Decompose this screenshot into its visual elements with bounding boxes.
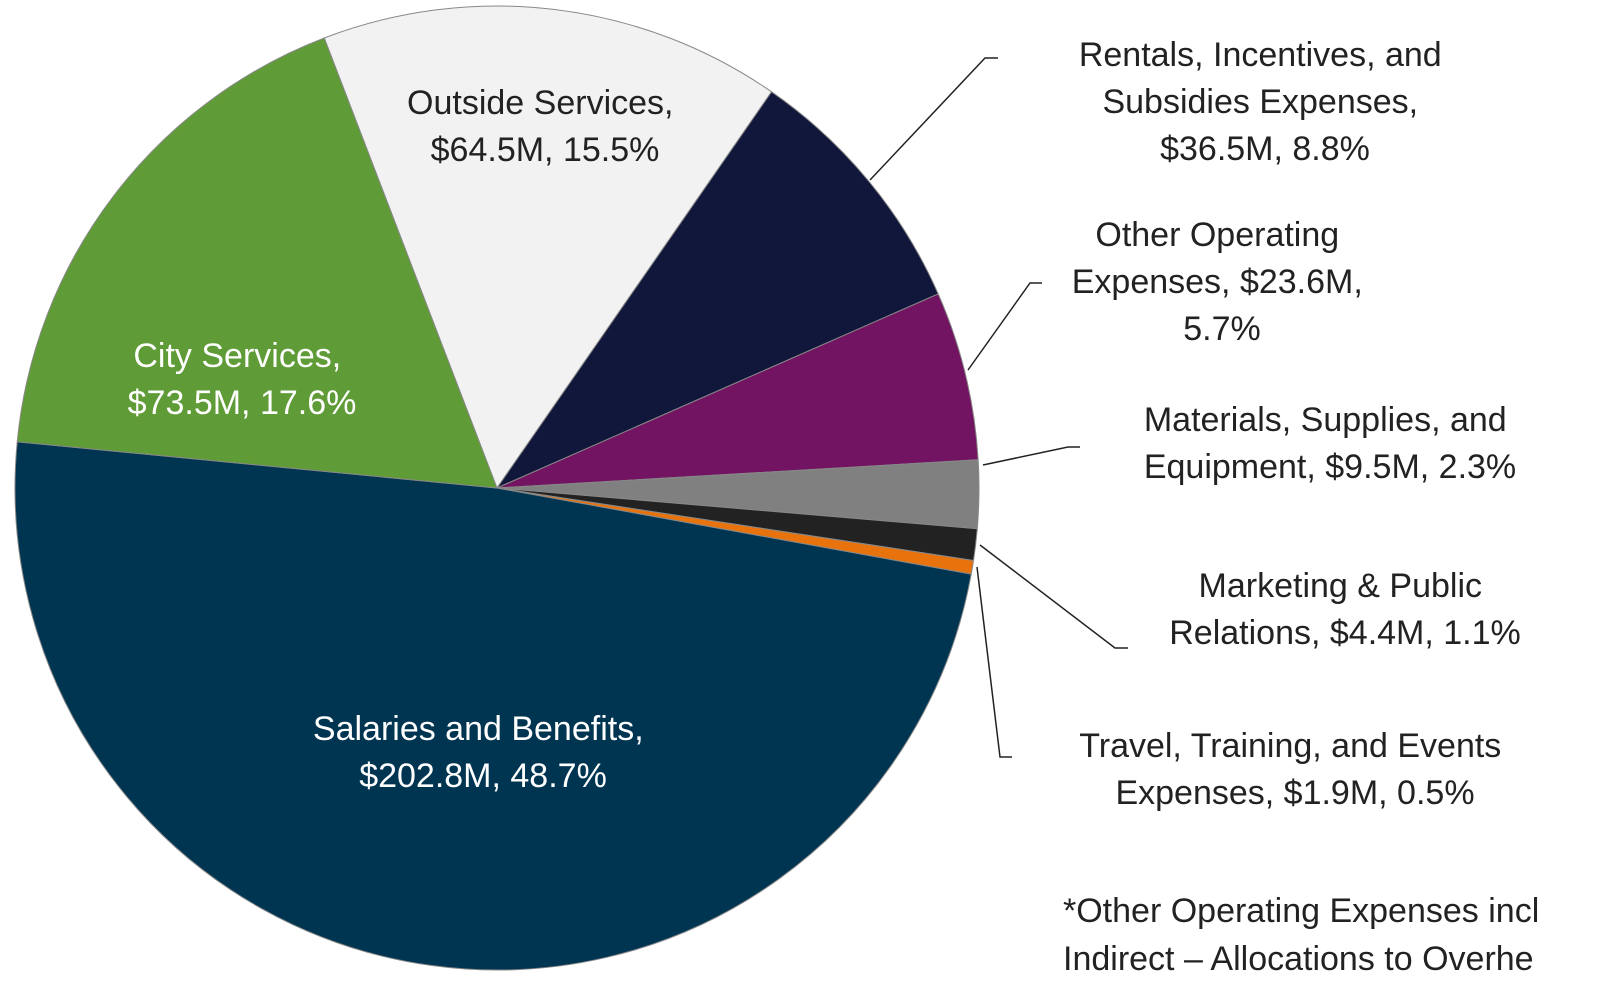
slice-label: City Services, $73.5M, 17.6% <box>128 337 357 422</box>
leader-line <box>976 566 1012 758</box>
pie-slice <box>495 91 939 490</box>
pie-slice <box>496 293 979 489</box>
leader-line <box>979 544 1128 649</box>
slice-label: Marketing & Public Relations, $4.4M, 1.1… <box>1169 567 1521 652</box>
pie-slice <box>14 441 972 971</box>
slice-label: Other Operating Expenses, $23.6M, 5.7% <box>1072 216 1373 348</box>
note-line: *Other Operating Expenses incl <box>1063 892 1539 930</box>
slice-label: Rentals, Incentives, and Subsidies Expen… <box>1079 36 1451 168</box>
leader-line <box>982 446 1080 466</box>
leader-line <box>869 57 998 181</box>
note-line: Indirect – Allocations to Overhe <box>1063 940 1534 978</box>
slice-label: Travel, Training, and Events Expenses, $… <box>1079 727 1511 812</box>
slice-label: Salaries and Benefits, $202.8M, 48.7% <box>313 710 653 795</box>
slice-label: Materials, Supplies, and Equipment, $9.5… <box>1144 401 1516 486</box>
leader-line <box>967 282 1042 371</box>
pie-slice <box>16 37 498 489</box>
pie-slice <box>323 5 773 490</box>
slice-label: Outside Services, $64.5M, 15.5% <box>407 84 683 169</box>
